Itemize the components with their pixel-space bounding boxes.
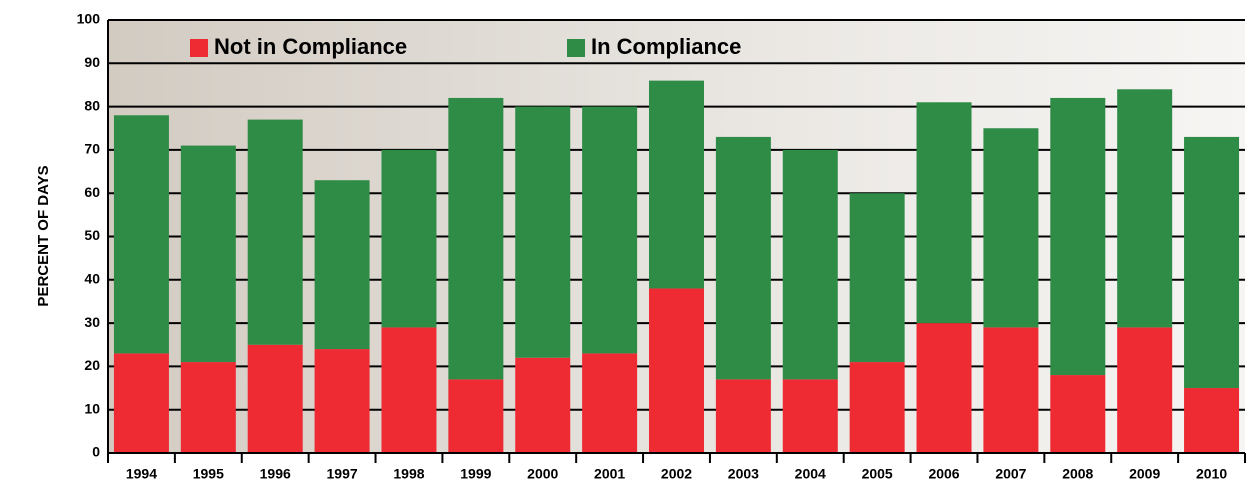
- bar-segment: [180, 362, 236, 453]
- x-tick-label: 2009: [1129, 466, 1160, 482]
- bar-segment: [983, 327, 1039, 453]
- x-tick-label: 2001: [594, 466, 625, 482]
- bar-segment: [649, 80, 704, 289]
- bar-segment: [582, 353, 638, 453]
- x-tick-label: 1998: [393, 466, 424, 482]
- x-tick-label: 1994: [126, 466, 157, 482]
- bar-segment: [649, 288, 704, 453]
- bar-segment: [247, 119, 303, 345]
- y-axis-title: PERCENT OF DAYS: [35, 165, 52, 306]
- legend-swatch: [190, 39, 208, 57]
- bar-segment: [113, 353, 169, 453]
- y-tick-label: 100: [77, 11, 101, 27]
- bar-segment: [448, 97, 504, 380]
- y-tick-label: 80: [84, 97, 100, 113]
- x-tick-label: 1996: [260, 466, 291, 482]
- y-tick-label: 20: [84, 357, 100, 373]
- bar-segment: [582, 106, 638, 354]
- x-tick-label: 1995: [193, 466, 224, 482]
- y-tick-label: 60: [84, 184, 100, 200]
- bar-segment: [715, 136, 771, 380]
- x-tick-label: 2005: [862, 466, 893, 482]
- x-tick-label: 2004: [795, 466, 826, 482]
- bar-segment: [782, 379, 838, 453]
- bar-segment: [314, 180, 370, 350]
- x-tick-label: 1997: [327, 466, 358, 482]
- x-tick-label: 2000: [527, 466, 558, 482]
- x-tick-label: 2007: [995, 466, 1026, 482]
- x-tick-label: 2003: [728, 466, 759, 482]
- bar-segment: [448, 379, 504, 453]
- bar-segment: [381, 327, 437, 453]
- bar-segment: [1184, 136, 1240, 389]
- x-tick-label: 2002: [661, 466, 692, 482]
- bar-segment: [916, 323, 972, 453]
- x-tick-label: 2010: [1196, 466, 1227, 482]
- bar-segment: [782, 149, 838, 380]
- bar-segment: [1117, 89, 1173, 328]
- bar-segment: [916, 102, 972, 324]
- bar-segment: [1050, 375, 1106, 453]
- y-tick-label: 90: [84, 54, 100, 70]
- bar-segment: [381, 149, 437, 328]
- x-tick-label: 2008: [1062, 466, 1093, 482]
- y-tick-label: 0: [92, 444, 100, 460]
- bar-segment: [180, 145, 236, 363]
- bar-segment: [715, 379, 771, 453]
- bar-segment: [113, 115, 169, 354]
- bar-segment: [314, 349, 370, 453]
- x-tick-label: 1999: [460, 466, 491, 482]
- bar-segment: [1050, 97, 1106, 376]
- bar-segment: [1184, 388, 1240, 453]
- legend-swatch: [567, 39, 585, 57]
- legend-label: In Compliance: [591, 34, 741, 59]
- y-tick-label: 30: [84, 314, 100, 330]
- x-tick-label: 2006: [928, 466, 959, 482]
- bar-segment: [849, 193, 905, 363]
- bar-segment: [1117, 327, 1173, 453]
- bar-segment: [515, 357, 571, 453]
- bar-segment: [515, 106, 571, 358]
- y-tick-label: 50: [84, 227, 100, 243]
- bar-segment: [247, 344, 303, 453]
- legend-label: Not in Compliance: [214, 34, 407, 59]
- y-tick-label: 10: [84, 400, 100, 416]
- bar-segment: [983, 128, 1039, 328]
- bar-segment: [849, 362, 905, 453]
- y-tick-label: 70: [84, 141, 100, 157]
- y-tick-label: 40: [84, 271, 100, 287]
